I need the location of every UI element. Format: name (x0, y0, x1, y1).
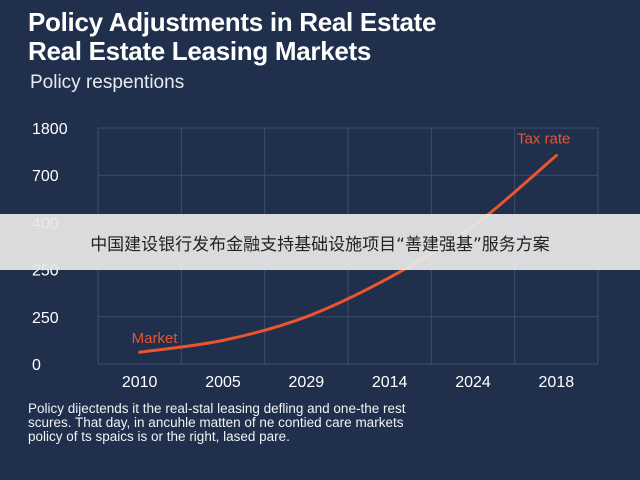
chart-title-line-2: Real Estate Leasing Markets (28, 36, 372, 66)
annotation-market: Market (132, 330, 179, 347)
footnote-line: Policy dijectends it the real-stal leasi… (28, 401, 406, 416)
x-tick-label: 2005 (205, 374, 241, 391)
data-point (138, 350, 142, 354)
chart-title: Policy Adjustments in Real Estate Real E… (28, 8, 436, 66)
footnote-line: policy of ts spaics is or the right, las… (28, 429, 290, 444)
news-banner-text: 中国建设银行发布金融支持基础设施项目“善建强基”服务方案 (90, 234, 550, 255)
chart-footnote: Policy dijectends it the real-stal leasi… (28, 402, 588, 444)
y-tick-label: 0 (32, 357, 41, 374)
x-tick-label: 2029 (289, 374, 325, 391)
chart-subtitle: Policy respentions (30, 72, 185, 93)
news-banner: 中国建设银行发布金融支持基础设施项目“善建强基”服务方案 (0, 214, 640, 270)
data-point (304, 315, 308, 319)
x-tick-label: 2010 (122, 374, 158, 391)
data-point (554, 154, 558, 158)
data-point (221, 338, 225, 342)
chart-title-line-1: Policy Adjustments in Real Estate (28, 7, 437, 37)
x-tick-label: 2024 (455, 374, 491, 391)
footnote-line: scures. That day, in ancuhle matten of n… (28, 415, 404, 430)
y-tick-label: 1800 (32, 121, 68, 138)
y-tick-label: 250 (32, 310, 59, 327)
y-tick-label: 700 (32, 168, 59, 185)
x-tick-label: 2018 (539, 374, 575, 391)
data-point (388, 275, 392, 279)
annotation-tax-rate: Tax rate (517, 131, 570, 148)
x-tick-label: 2014 (372, 374, 408, 391)
